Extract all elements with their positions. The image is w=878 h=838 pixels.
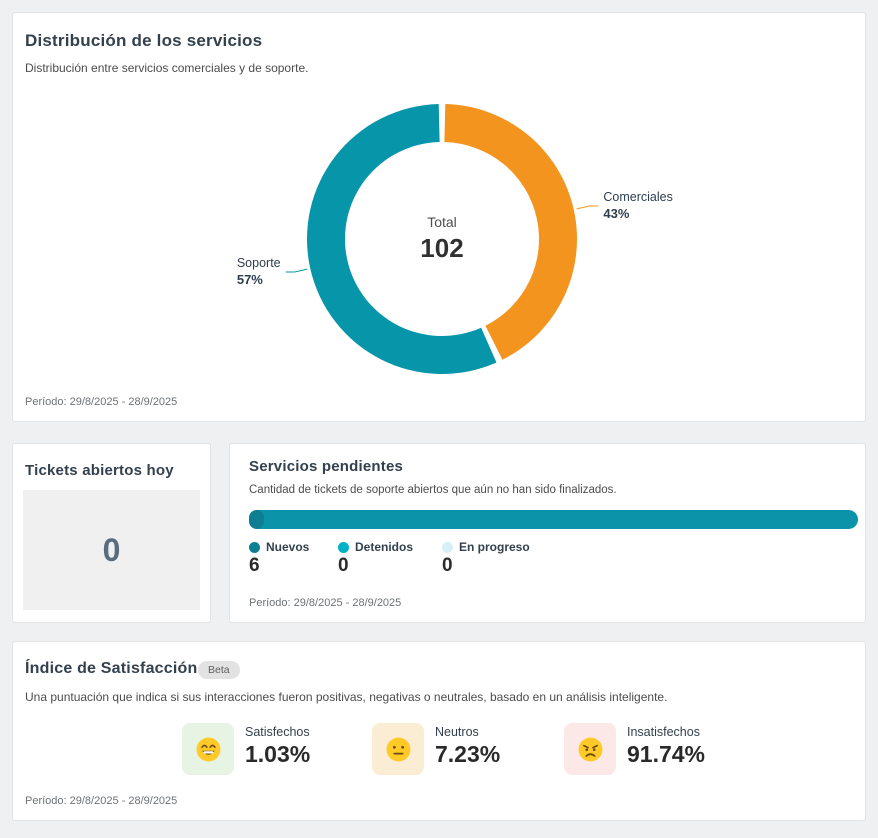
callout-comerciales: Comerciales 43% (603, 190, 672, 222)
happy-emoji-icon (196, 737, 220, 761)
donut-chart-area: Total 102 Comerciales 43% Soporte 57% (13, 91, 865, 403)
metric-satisfechos: Satisfechos 1.03% (182, 723, 310, 775)
pending-card: Servicios pendientes Cantidad de tickets… (229, 443, 866, 623)
legend-value-en-progreso: 0 (442, 555, 453, 576)
callout-soporte-label: Soporte (236, 256, 281, 270)
donut-chart[interactable] (13, 91, 865, 403)
metric-value-insatisfechos: 91.74% (627, 741, 706, 767)
donut-callout-line (285, 268, 308, 273)
angry-emoji-icon (578, 737, 602, 761)
donut-segment-comerciales[interactable] (444, 104, 577, 360)
pending-subtitle: Cantidad de tickets de soporte abiertos … (249, 484, 617, 496)
pending-stacked-bar[interactable] (249, 510, 858, 529)
distribution-card: Distribución de los servicios Distribuci… (12, 12, 866, 422)
metric-label-neutros: Neutros (435, 725, 479, 739)
legend-value-detenidos: 0 (338, 555, 349, 576)
callout-soporte-pct: 57% (236, 271, 263, 287)
beta-badge: Beta (198, 661, 240, 679)
metric-label-satisfechos: Satisfechos (245, 725, 310, 739)
metric-tile-insatisfechos (564, 723, 616, 775)
tickets-count-box: 0 (23, 490, 200, 610)
distribution-period: Período: 29/8/2025 - 28/9/2025 (25, 396, 178, 408)
satisfaction-title: Índice de Satisfacción (25, 660, 198, 677)
legend-item-detenidos: Detenidos (338, 540, 413, 554)
metric-insatisfechos: Insatisfechos 91.74% (564, 723, 705, 775)
legend-label-nuevos: Nuevos (266, 540, 310, 554)
satisfaction-period: Período: 29/8/2025 - 28/9/2025 (25, 795, 178, 807)
legend-label-en-progreso: En progreso (459, 540, 530, 554)
legend-item-nuevos: Nuevos (249, 540, 309, 554)
pending-title: Servicios pendientes (249, 458, 404, 475)
legend-value-nuevos: 6 (249, 555, 260, 576)
callout-comerciales-pct: 43% (603, 205, 630, 221)
detenidos-dot-icon (338, 541, 349, 553)
metric-tile-satisfechos (182, 723, 234, 775)
donut-callout-line (576, 205, 599, 210)
donut-segment-soporte[interactable] (307, 104, 497, 375)
metric-tile-neutros (372, 723, 424, 775)
distribution-subtitle: Distribución entre servicios comerciales… (25, 61, 309, 75)
callout-soporte: Soporte 57% (237, 256, 281, 288)
pending-bar-nuevos-segment[interactable] (249, 510, 264, 529)
satisfaction-card: Índice de Satisfacción Beta Una puntuaci… (12, 641, 866, 821)
tickets-count-value: 0 (102, 531, 121, 568)
satisfaction-subtitle: Una puntuación que indica si sus interac… (25, 690, 668, 704)
distribution-title: Distribución de los servicios (25, 31, 263, 50)
metric-label-insatisfechos: Insatisfechos (627, 725, 700, 739)
neutral-emoji-icon (386, 737, 410, 761)
nuevos-dot-icon (249, 541, 260, 553)
metric-neutros: Neutros 7.23% (372, 723, 500, 775)
callout-comerciales-label: Comerciales (603, 190, 673, 205)
legend-item-en-progreso: En progreso (442, 540, 530, 554)
legend-label-detenidos: Detenidos (355, 540, 414, 554)
metric-value-satisfechos: 1.03% (245, 741, 311, 767)
pending-period: Período: 29/8/2025 - 28/9/2025 (249, 597, 402, 609)
tickets-title: Tickets abiertos hoy (25, 462, 174, 479)
metric-value-neutros: 7.23% (435, 741, 501, 767)
tickets-card: Tickets abiertos hoy 0 (12, 443, 211, 623)
en-progreso-dot-icon (442, 541, 453, 553)
